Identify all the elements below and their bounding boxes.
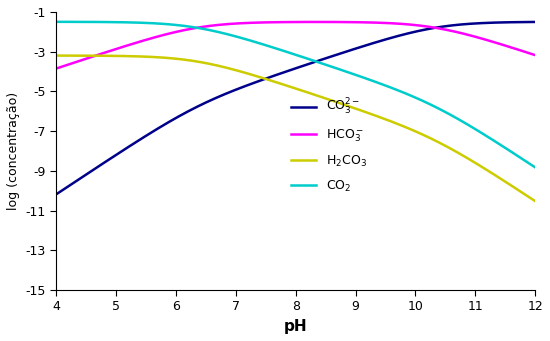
CO2 (426, 102, 433, 106)
H2CO3 (102, 54, 108, 58)
H2CO3 (264, 77, 271, 81)
H2CO3 (435, 140, 442, 144)
HCO3 (436, 26, 442, 30)
CO2 (53, 20, 59, 24)
Line: H2CO3: H2CO3 (56, 56, 535, 201)
Legend: CO$_3^{2-}$, HCO$_3^-$, H$_2$CO$_3$, CO$_2$: CO$_3^{2-}$, HCO$_3^-$, H$_2$CO$_3$, CO$… (286, 92, 372, 199)
HCO3 (53, 66, 59, 71)
CO2 (435, 106, 442, 110)
H2CO3 (426, 136, 433, 140)
CO3 (382, 38, 388, 42)
CO3 (246, 82, 253, 86)
X-axis label: pH: pH (284, 319, 307, 334)
CO2 (246, 39, 253, 43)
CO3 (435, 25, 442, 29)
CO3 (532, 20, 538, 24)
CO2 (102, 20, 108, 24)
CO3 (53, 192, 59, 196)
HCO3 (102, 50, 108, 55)
HCO3 (427, 25, 433, 29)
H2CO3 (246, 72, 253, 76)
HCO3 (532, 53, 538, 57)
H2CO3 (53, 54, 59, 58)
H2CO3 (532, 199, 538, 203)
HCO3 (246, 21, 253, 25)
CO3 (102, 160, 108, 164)
Line: HCO3: HCO3 (56, 22, 535, 69)
CO2 (382, 83, 388, 87)
CO3 (264, 76, 271, 80)
Line: CO2: CO2 (56, 22, 535, 167)
H2CO3 (382, 117, 388, 121)
HCO3 (313, 20, 320, 24)
HCO3 (264, 20, 271, 25)
CO3 (426, 27, 433, 31)
CO2 (532, 165, 538, 169)
CO2 (264, 44, 271, 48)
Y-axis label: log (concentração): log (concentração) (7, 92, 20, 210)
HCO3 (382, 21, 389, 25)
Line: CO3: CO3 (56, 22, 535, 194)
